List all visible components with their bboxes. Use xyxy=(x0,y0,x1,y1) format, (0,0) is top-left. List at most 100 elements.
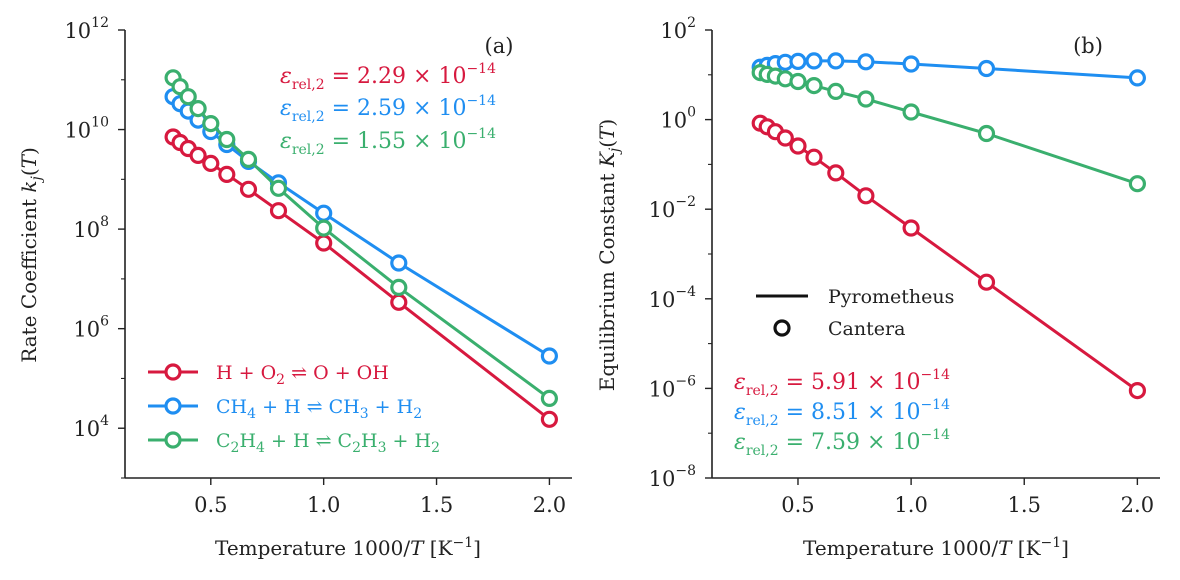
data-point xyxy=(218,165,236,183)
panel-a-label: (a) xyxy=(485,34,514,58)
panel-b-legend: Pyrometheus Cantera xyxy=(756,286,954,340)
legend-item-ch4-h: CH4 + H ⇌ CH3 + H2 xyxy=(148,396,422,422)
x-tick-label: 2.0 xyxy=(1121,493,1154,517)
x-tick-label: 2.0 xyxy=(533,493,566,517)
panel-b-label: (b) xyxy=(1073,34,1103,58)
x-tick-label: 1.0 xyxy=(307,493,340,517)
panel-a-annotation-green: εrel,2 = 1.55 × 10−14 xyxy=(280,126,496,158)
legend-label-h-o2: H + O2 ⇌ O + OH xyxy=(216,362,389,388)
data-point xyxy=(977,124,996,143)
panel-b-annotation-blue: εrel,2 = 8.51 × 10−14 xyxy=(734,397,950,429)
data-point xyxy=(857,53,875,71)
data-point xyxy=(390,254,408,272)
data-point xyxy=(1128,382,1147,400)
data-point xyxy=(239,180,258,198)
panel-b-y-axis-label: Equilibrium Constant Kj(T) xyxy=(595,119,623,391)
legend-label-pyrometheus: Pyrometheus xyxy=(828,286,954,308)
panel-a-plot-area xyxy=(124,30,572,479)
data-point xyxy=(902,219,920,237)
panel-a-x-ticks: 0.5 1.0 1.5 2.0 xyxy=(194,478,566,517)
legend-item-cantera: Cantera xyxy=(773,318,905,340)
panel-b-x-axis-label: Temperature 1000/T [K−1] xyxy=(803,535,1069,560)
y-tick-label: 100 xyxy=(660,105,696,133)
panel-a-legend: H + O2 ⇌ O + OH CH4 + H ⇌ CH3 + H2 C2H4 … xyxy=(148,362,440,456)
x-tick-label: 1.5 xyxy=(420,493,453,517)
panel-a: 0.5 1.0 1.5 2.0 104 106 108 1010 1012 (a) Tempe… xyxy=(17,15,572,560)
data-point xyxy=(315,204,333,222)
series-0 xyxy=(751,114,1147,400)
panel-a-annotations: εrel,2 = 2.29 × 10−14 εrel,2 = 2.59 × 10… xyxy=(280,61,496,158)
data-point xyxy=(315,219,333,237)
legend-label-ch4-h: CH4 + H ⇌ CH3 + H2 xyxy=(216,396,422,422)
y-tick-label: 10−4 xyxy=(649,284,696,312)
panel-a-annotation-blue: εrel,2 = 2.59 × 10−14 xyxy=(280,93,496,125)
panel-b-annotation-green: εrel,2 = 7.59 × 10−14 xyxy=(734,427,950,459)
data-point xyxy=(315,234,333,252)
panel-a-y-ticks: 104 106 108 1010 1012 xyxy=(64,15,125,479)
y-tick-label: 104 xyxy=(73,413,109,441)
panel-b-x-ticks: 0.5 1.0 1.5 2.0 xyxy=(781,478,1154,517)
x-tick-label: 0.5 xyxy=(781,493,814,517)
data-point xyxy=(789,137,807,155)
legend-label-c2h4-h: C2H4 + H ⇌ C2H3 + H2 xyxy=(216,430,440,456)
panel-a-series xyxy=(164,69,559,428)
data-point xyxy=(189,99,207,118)
legend-item-h-o2: H + O2 ⇌ O + OH xyxy=(148,362,389,388)
panel-a-annotation-red: εrel,2 = 2.29 × 10−14 xyxy=(280,61,496,93)
legend-circle-marker xyxy=(773,319,791,337)
y-tick-label: 10−6 xyxy=(649,373,696,401)
data-point xyxy=(857,187,875,205)
y-tick-label: 1012 xyxy=(64,15,109,43)
data-point xyxy=(805,148,823,166)
data-point xyxy=(390,278,408,296)
data-point xyxy=(827,52,845,70)
y-tick-label: 1010 xyxy=(64,115,109,143)
data-point xyxy=(805,76,823,95)
x-tick-label: 1.0 xyxy=(894,493,927,517)
panel-b-annotations: εrel,2 = 5.91 × 10−14 εrel,2 = 8.51 × 10… xyxy=(734,367,950,459)
panel-b-y-ticks: 10−8 10−6 10−4 10−2 100 102 xyxy=(649,15,712,491)
data-point xyxy=(269,179,288,197)
panel-b-annotation-red: εrel,2 = 5.91 × 10−14 xyxy=(734,367,950,399)
y-tick-label: 108 xyxy=(73,214,109,242)
series-1 xyxy=(751,52,1147,87)
data-point xyxy=(540,389,559,407)
data-point xyxy=(269,202,288,220)
y-tick-label: 10−2 xyxy=(649,194,696,222)
data-point xyxy=(902,103,920,121)
panel-a-y-axis-label: Rate Coefficient kj(T) xyxy=(17,147,45,363)
series-2 xyxy=(751,63,1147,193)
data-point xyxy=(776,129,794,147)
data-point xyxy=(202,154,220,172)
legend-item-c2h4-h: C2H4 + H ⇌ C2H3 + H2 xyxy=(148,430,440,456)
series-2 xyxy=(164,69,559,407)
x-tick-label: 1.5 xyxy=(1008,493,1041,517)
panel-b-series xyxy=(751,52,1147,400)
data-point xyxy=(1128,69,1147,87)
data-point xyxy=(189,146,207,164)
x-tick-label: 0.5 xyxy=(194,493,227,517)
y-tick-label: 106 xyxy=(73,314,109,342)
data-point xyxy=(827,164,845,182)
data-point xyxy=(805,52,823,70)
series-0 xyxy=(164,128,559,428)
data-point xyxy=(540,410,559,428)
data-point xyxy=(977,273,996,291)
data-point xyxy=(540,347,559,365)
y-tick-label: 10−8 xyxy=(649,463,696,491)
panel-a-x-axis-label: Temperature 1000/T [K−1] xyxy=(215,535,481,560)
legend-label-cantera: Cantera xyxy=(828,318,905,340)
data-point xyxy=(902,55,920,73)
data-point xyxy=(239,150,258,168)
data-point xyxy=(857,90,875,108)
data-point xyxy=(179,88,197,106)
data-point xyxy=(827,82,845,101)
data-point xyxy=(1128,175,1147,193)
data-point xyxy=(218,130,236,149)
data-point xyxy=(789,52,807,71)
data-point xyxy=(202,114,220,133)
legend-item-pyrometheus: Pyrometheus xyxy=(756,286,954,308)
y-tick-label: 102 xyxy=(660,15,696,43)
